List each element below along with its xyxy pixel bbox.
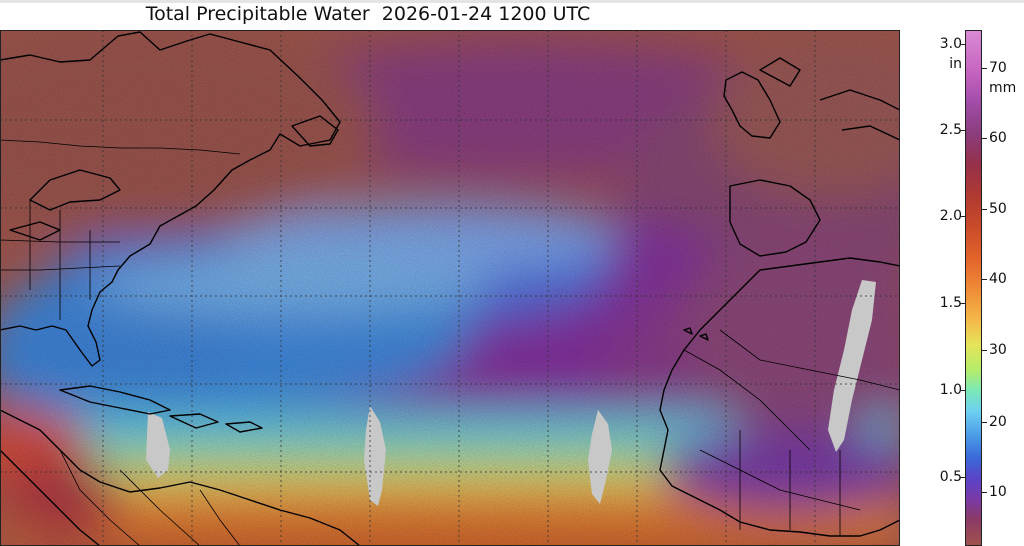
colorbar-left-tick-label: 1.5 <box>939 295 962 311</box>
colorbar-left-tick <box>960 130 965 131</box>
colorbar-right-tick <box>982 492 987 493</box>
colorbar-right-tick <box>982 138 987 139</box>
colorbar-left-tick <box>960 303 965 304</box>
colorbar-left-tick-label: 0.5 <box>939 469 962 485</box>
colorbar-right-tick <box>982 209 987 210</box>
field-texture <box>0 30 900 546</box>
colorbar-left-tick <box>960 390 965 391</box>
colorbar-right-tick <box>982 350 987 351</box>
colorbar-right-tick-label: 20 <box>989 414 1007 430</box>
colorbar-left-tick-label: 3.0 <box>939 36 962 52</box>
coastlines <box>0 31 900 546</box>
colorbar-right-tick-label: 60 <box>989 130 1007 146</box>
colorbar-left-tick <box>960 216 965 217</box>
colorbar-right-tick-label: 50 <box>989 201 1007 217</box>
colorbar-right-tick <box>982 422 987 423</box>
colorbar-gradient <box>965 30 982 546</box>
colorbar-left-tick-label: 2.0 <box>939 208 962 224</box>
colorbar-left-tick-label: 2.5 <box>939 122 962 138</box>
lat-lon-grid <box>0 30 900 546</box>
colorbar-right-tick-label: 40 <box>989 271 1007 287</box>
colorbar-left-tick-label: 1.0 <box>939 382 962 398</box>
colorbar-right-tick-label: 30 <box>989 342 1007 358</box>
colorbar-right-tick-label: 10 <box>989 484 1007 500</box>
colorbar-right-tick <box>982 68 987 69</box>
colorbar-left-unit: in <box>949 56 962 72</box>
colorbar-left-tick <box>960 44 965 45</box>
figure-title: Total Precipitable Water 2026-01-24 1200… <box>145 3 591 25</box>
colorbar-right-tick-label: 70 <box>989 60 1007 76</box>
window-top-border <box>0 0 1024 3</box>
colorbar-left-tick <box>960 477 965 478</box>
precipitable-water-map <box>0 30 900 546</box>
map-canvas <box>0 30 900 546</box>
political-borders <box>0 139 900 546</box>
colorbar: 3.0 in 2.5 2.0 1.5 1.0 0.5 70 mm 60 50 4… <box>930 30 1024 546</box>
colorbar-right-unit: mm <box>989 80 1017 96</box>
colorbar-right-tick <box>982 279 987 280</box>
